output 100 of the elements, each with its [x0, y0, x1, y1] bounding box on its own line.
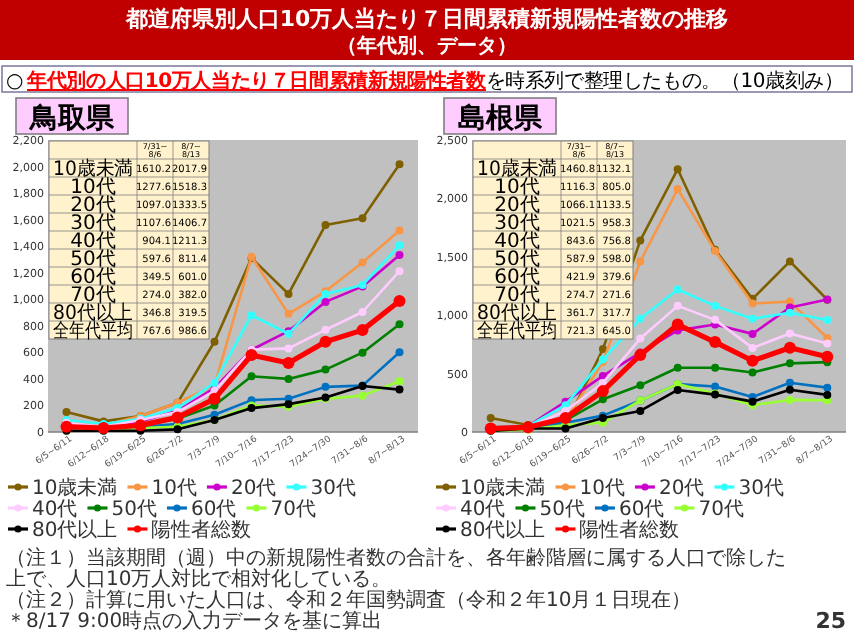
y-tick-label: 10歳未満 [477, 157, 563, 181]
legend-label: 60代 [190, 499, 237, 521]
chart-title: 島根県 [458, 103, 544, 135]
point [358, 258, 367, 267]
point [746, 354, 759, 367]
legend-label: 70代 [698, 499, 744, 521]
y-tick-label: 10歳未満 [53, 157, 139, 181]
point [284, 309, 293, 318]
text: 年代別の人口10万人当たり７日間累積新規陽性者数 [25, 69, 488, 93]
point [823, 316, 832, 325]
legend-label: 50代 [111, 499, 157, 521]
point [395, 226, 404, 235]
point [636, 257, 645, 266]
point [395, 251, 404, 260]
point [62, 408, 71, 417]
point [247, 372, 256, 381]
point [284, 289, 293, 298]
point [636, 314, 645, 323]
point [785, 329, 794, 338]
point [673, 385, 682, 394]
point [321, 220, 330, 229]
y-tick-label: 20代 [70, 195, 116, 217]
point [711, 301, 720, 310]
point [785, 385, 794, 394]
point [358, 391, 367, 400]
y-tick-label: 50代 [494, 249, 540, 271]
point [748, 343, 757, 352]
point [785, 359, 794, 368]
y-tick-label: 30代 [70, 213, 116, 235]
legend-label: 20代 [230, 478, 277, 500]
point [823, 390, 832, 399]
point [284, 344, 293, 353]
point [673, 165, 682, 174]
point [210, 337, 219, 346]
point [673, 285, 682, 294]
point [559, 411, 572, 424]
legend-label: 60代 [618, 499, 665, 521]
point [358, 214, 367, 223]
point [321, 297, 330, 306]
point [673, 185, 682, 194]
point [393, 295, 406, 308]
y-tick-label: 40代 [494, 231, 540, 253]
point [395, 377, 404, 386]
legend-label: 陽性者総数 [579, 518, 680, 542]
y-tick-label: 60代 [70, 267, 116, 289]
point [636, 406, 645, 415]
text: 25 [815, 608, 846, 634]
point [596, 385, 609, 398]
point [395, 160, 404, 169]
point [319, 335, 332, 348]
point [636, 381, 645, 390]
point [395, 385, 404, 394]
legend-label: 50代 [539, 499, 585, 521]
point [823, 383, 832, 392]
point [709, 336, 722, 349]
point [247, 311, 256, 320]
point [598, 345, 607, 354]
legend-label: 20代 [658, 478, 705, 500]
point [245, 349, 258, 362]
point [395, 241, 404, 250]
y-tick-label: 20代 [494, 195, 540, 217]
point [673, 301, 682, 310]
point [395, 348, 404, 357]
point [486, 413, 495, 422]
point [711, 382, 720, 391]
legend-label: 30代 [738, 478, 784, 500]
y-tick-label: 60代 [494, 267, 540, 289]
point [208, 392, 221, 405]
point [284, 374, 293, 383]
point [395, 267, 404, 276]
text: （注１）当該期間（週）中の新規陽性者数の合計を、各年齢階層に属する人口で除した上で、人口10万人対比で相対化している。 [6, 546, 786, 591]
point [711, 363, 720, 372]
point [821, 350, 834, 363]
point [785, 308, 794, 317]
legend-label: 10代 [579, 478, 625, 500]
legend-label: 70代 [270, 499, 316, 521]
point [785, 378, 794, 387]
text: を時系列で整理したもの。（10歳刻み） [485, 69, 844, 93]
point [636, 236, 645, 245]
point [748, 314, 757, 323]
point [356, 324, 369, 337]
point [636, 334, 645, 343]
legend-label: 10代 [151, 478, 197, 500]
y-tick-label: 40代 [70, 231, 116, 253]
point [673, 363, 682, 372]
text: （注２）計算に用いた人口は、令和２年国勢調査（令和２年10月１日現在） [6, 588, 692, 612]
point [711, 315, 720, 324]
point [321, 365, 330, 374]
point [785, 395, 794, 404]
point [321, 382, 330, 391]
point [395, 320, 404, 329]
point [282, 356, 295, 369]
point [358, 348, 367, 357]
point [823, 339, 832, 348]
y-tick-label: 10代 [70, 177, 116, 199]
point [748, 329, 757, 338]
text: ＊8/17 9:00時点の入力データを基に算出 [6, 609, 383, 633]
point [671, 318, 684, 331]
text: ○ [6, 71, 24, 93]
point [598, 371, 607, 380]
